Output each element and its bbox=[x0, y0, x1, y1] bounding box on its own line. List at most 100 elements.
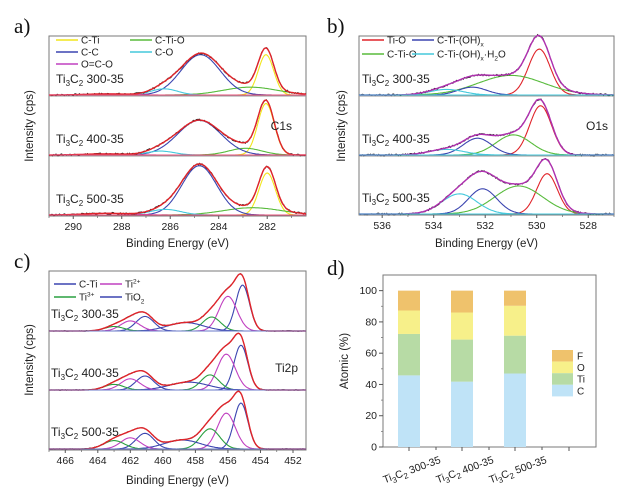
label-part: 3 bbox=[66, 139, 71, 148]
label-part: Ti bbox=[362, 132, 372, 146]
y-tick-label: 40 bbox=[365, 379, 377, 391]
y-axis-label: Intensity (cps) bbox=[24, 324, 36, 396]
label-part: ·H bbox=[484, 50, 495, 61]
label-part: 3 bbox=[391, 475, 399, 485]
x-tick-label: 284 bbox=[210, 221, 228, 233]
label-part: C-Ti-(OH) bbox=[437, 36, 481, 47]
raw-data-line bbox=[358, 157, 615, 216]
label-part: Ti bbox=[51, 366, 61, 380]
component-curve-c-ti-oh-x bbox=[359, 86, 614, 96]
label-part: C-Ti-O bbox=[155, 36, 185, 47]
label-part: O=C-O bbox=[81, 60, 113, 71]
bar-segment-c bbox=[451, 381, 473, 447]
label-part: 400-35 bbox=[78, 366, 119, 380]
label-part: Ti bbox=[435, 472, 447, 486]
label-part: C-Ti bbox=[79, 280, 98, 291]
y-tick-label: 0 bbox=[371, 442, 377, 454]
envelope-fit-line bbox=[49, 390, 306, 450]
legend-swatch-ti bbox=[552, 373, 573, 385]
x-tick-label: 456 bbox=[219, 455, 237, 467]
bar-segment-o bbox=[451, 312, 473, 340]
legend-swatch-f bbox=[552, 350, 573, 362]
label-part: 3 bbox=[61, 432, 66, 441]
y-axis-label: Intensity (cps) bbox=[336, 90, 348, 162]
label-part: C-C bbox=[81, 48, 99, 59]
legend-label: C-C bbox=[81, 48, 99, 59]
component-curve-ti2- bbox=[49, 437, 306, 450]
sample-label: Ti3C2 300-35 bbox=[362, 72, 430, 88]
legend-label: TiO2 bbox=[125, 293, 145, 306]
sample-label: Ti3C2 500-35 bbox=[362, 191, 430, 207]
label-part: 3 bbox=[497, 475, 505, 485]
legend-label: C-Ti bbox=[81, 36, 100, 47]
bar-segment-o bbox=[398, 310, 420, 334]
x-axis-label: Binding Energy (eV) bbox=[435, 238, 538, 250]
label-part: 3 bbox=[372, 139, 377, 148]
label-part: 3 bbox=[372, 198, 377, 207]
legend-label: C-Ti bbox=[79, 280, 98, 291]
label-part: 500-35 bbox=[78, 425, 119, 439]
label-part: 2 bbox=[79, 79, 84, 88]
label-part: 3 bbox=[61, 314, 66, 323]
bar-segment-ti bbox=[504, 335, 526, 374]
raw-data-line bbox=[48, 99, 307, 157]
sample-label: Ti3C2 500-35 bbox=[56, 192, 124, 208]
legend-label: C-Ti-(OH)x bbox=[437, 36, 485, 49]
label-part: C bbox=[65, 366, 74, 380]
bar-segment-f bbox=[451, 290, 473, 313]
label-part: C bbox=[376, 72, 385, 86]
label-part: Ti bbox=[362, 191, 372, 205]
bar-segment-c bbox=[504, 373, 526, 447]
legend-label: C-Ti-(OH)x·H2O bbox=[437, 50, 506, 63]
label-part: 3 bbox=[66, 79, 71, 88]
y-tick-label: 80 bbox=[365, 316, 377, 328]
x-tick-label: 458 bbox=[187, 455, 205, 467]
label-part: C bbox=[500, 468, 512, 482]
label-part: 2 bbox=[74, 432, 79, 441]
envelope-fit-line bbox=[49, 163, 307, 216]
legend-label-ti: Ti bbox=[577, 375, 585, 386]
label-part: 2 bbox=[494, 56, 498, 63]
label-part: 2 bbox=[79, 199, 84, 208]
legend-label: C-Ti-O bbox=[387, 50, 417, 61]
label-part: C bbox=[65, 307, 74, 321]
label-part: 500-35 bbox=[511, 454, 549, 478]
bar-segment-f bbox=[398, 290, 420, 311]
label-part: 300-35 bbox=[78, 307, 119, 321]
label-part: C-Ti bbox=[81, 36, 100, 47]
x-tick-label: 452 bbox=[284, 455, 302, 467]
legend-label-c: C bbox=[577, 386, 584, 397]
x-tick-label: 536 bbox=[373, 220, 391, 232]
y-tick-label: 60 bbox=[365, 348, 377, 360]
label-part: 2 bbox=[385, 79, 390, 88]
label-part: 3 bbox=[66, 199, 71, 208]
x-tick-label: 454 bbox=[252, 455, 270, 467]
label-part: Ti bbox=[51, 307, 61, 321]
raw-data-line bbox=[48, 332, 307, 391]
label-part: Ti bbox=[125, 280, 133, 291]
x-tick-label: 532 bbox=[476, 220, 494, 232]
label-part: 2 bbox=[141, 299, 145, 306]
panel-letter-c: c) bbox=[14, 249, 30, 273]
legend-swatch-o bbox=[552, 361, 573, 374]
legend-label: O=C-O bbox=[81, 60, 113, 71]
label-part: Ti bbox=[51, 425, 61, 439]
x-tick-label: 282 bbox=[258, 221, 276, 233]
region-label: O1s bbox=[586, 119, 608, 133]
panel-letter-a: a) bbox=[14, 14, 30, 38]
label-part: 300-35 bbox=[83, 72, 124, 86]
x-tick-label: 288 bbox=[113, 221, 131, 233]
x-tick-label: 286 bbox=[161, 221, 179, 233]
label-part: Ti bbox=[362, 72, 372, 86]
label-part: O bbox=[498, 50, 506, 61]
envelope-fit-line bbox=[49, 332, 306, 391]
raw-data-line bbox=[48, 162, 307, 217]
label-part: C bbox=[70, 72, 79, 86]
panel-letter-d: d) bbox=[327, 256, 345, 280]
region-label: C1s bbox=[271, 119, 292, 133]
x-axis-label: Binding Energy (eV) bbox=[126, 238, 229, 250]
